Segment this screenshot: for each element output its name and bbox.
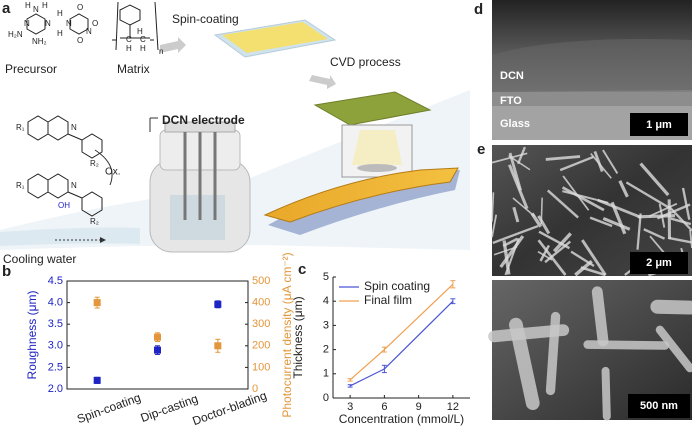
y-axis-label: Roughness (μm) <box>25 291 39 380</box>
y-tick-label: 4.5 <box>48 275 63 287</box>
marker <box>94 299 101 306</box>
panel-label: c <box>298 261 306 278</box>
atom-label: N <box>86 27 92 36</box>
atom-label: O <box>77 3 83 12</box>
step-label: Spin-coating <box>172 12 239 26</box>
x-axis-label: Concentration (mmol/L) <box>339 412 464 426</box>
x-tick-label: Doctor-blading <box>190 388 268 428</box>
x-tick-label: 12 <box>447 401 459 413</box>
texture <box>638 216 675 217</box>
cooling-label: Cooling water <box>3 252 76 266</box>
atom-label: C <box>126 35 132 44</box>
step-label: CVD process <box>330 55 401 69</box>
precursor-label: Precursor <box>5 62 57 76</box>
x-tick-label: Dip-casting <box>139 391 200 425</box>
x-tick-label: 9 <box>416 401 422 413</box>
layer-label: DCN <box>500 70 524 82</box>
y-tick-label: 2.0 <box>48 383 63 395</box>
layer-label: Glass <box>500 118 530 130</box>
panel-label: b <box>2 263 11 280</box>
marker <box>214 342 221 349</box>
atom-label: R₂ <box>90 159 99 168</box>
legend-label: Spin coating <box>364 279 430 293</box>
y-tick-label: 3.0 <box>48 340 63 352</box>
atom-label: N <box>71 181 77 190</box>
y-tick-label: 5 <box>323 271 329 283</box>
texture <box>597 292 603 341</box>
atom-label: O <box>77 36 83 45</box>
marker <box>94 377 101 384</box>
panel-label: e <box>477 141 485 158</box>
texture <box>541 198 542 225</box>
marker <box>214 301 221 308</box>
atom-label: R₁ <box>16 123 25 132</box>
scale-bar: 2 μm <box>646 257 672 269</box>
atom-label: N <box>45 19 51 28</box>
y-tick-label: 3.5 <box>48 318 63 330</box>
y2-tick-label: 400 <box>252 297 270 309</box>
atom-label: H <box>57 9 63 18</box>
atom-label: H <box>42 1 48 10</box>
y-tick-label: 4.0 <box>48 297 63 309</box>
matrix-label: Matrix <box>117 62 150 76</box>
electrode-label: DCN electrode <box>162 113 245 127</box>
y-tick-label: 2.5 <box>48 361 63 373</box>
atom-label: OH <box>58 201 70 210</box>
atom-label: N <box>71 123 77 132</box>
atom-label: R₁ <box>16 181 25 190</box>
layer-label: FTO <box>500 95 522 107</box>
atom-label: R₂ <box>90 217 99 226</box>
line <box>350 301 453 386</box>
atom-label: O <box>92 19 98 28</box>
panel-label: d <box>474 1 483 18</box>
y2-tick-label: 200 <box>252 340 270 352</box>
atom-label: C <box>140 35 146 44</box>
texture <box>588 345 665 346</box>
atom-label: H₂N <box>8 30 23 39</box>
atom-label: n <box>159 47 163 56</box>
atom-label: H <box>126 44 132 53</box>
x-tick-label: Spin-coating <box>75 390 142 426</box>
marker <box>154 347 161 354</box>
y-tick-label: 3 <box>323 319 329 331</box>
y2-tick-label: 100 <box>252 361 270 373</box>
texture <box>657 307 690 308</box>
atom-label: N <box>33 5 39 14</box>
scale-bar: 1 μm <box>646 119 672 131</box>
y-tick-label: 2 <box>323 344 329 356</box>
x-tick-label: 6 <box>381 401 387 413</box>
y-axis-label: Thickness (μm) <box>291 296 305 378</box>
x-tick-label: 3 <box>347 401 353 413</box>
atom-label: N <box>24 19 30 28</box>
y2-tick-label: 500 <box>252 275 270 287</box>
atom-label: H <box>25 1 31 10</box>
y-tick-label: 1 <box>323 368 329 380</box>
y2-tick-label: 300 <box>252 318 270 330</box>
texture <box>550 317 555 391</box>
atom-label: H <box>57 29 63 38</box>
legend-label: Final film <box>364 293 412 307</box>
texture <box>606 371 607 417</box>
scale-bar: 500 nm <box>640 400 678 412</box>
marker <box>154 334 161 341</box>
panel-label: a <box>2 0 11 17</box>
atom-label: NH₂ <box>32 37 47 46</box>
atom-label: H <box>140 44 146 53</box>
y-tick-label: 0 <box>323 392 329 404</box>
oxidation-label: Ox. <box>105 167 121 178</box>
y-tick-label: 4 <box>323 295 329 307</box>
atom-label: N <box>66 19 72 28</box>
